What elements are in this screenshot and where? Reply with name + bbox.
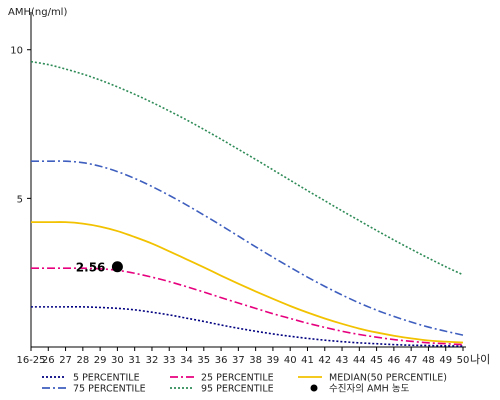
x-tick-label: 38 [249, 355, 262, 366]
series-line-95-percentile [30, 60, 464, 276]
x-tick-label: 35 [197, 355, 210, 366]
legend-label: 5 PERCENTILE [73, 373, 140, 384]
y-tick-label: 5 [17, 194, 23, 205]
x-tick-label: 41 [301, 355, 314, 366]
series-line-75-percentile [30, 160, 464, 336]
x-tick-label: 50 [457, 355, 470, 366]
x-tick-label: 27 [59, 355, 72, 366]
x-tick-label: 46 [388, 355, 401, 366]
x-tick-label: 32 [146, 355, 159, 366]
x-tick-label: 42 [318, 355, 331, 366]
x-tick-label: 29 [94, 355, 107, 366]
x-tick-label: 44 [353, 355, 366, 366]
y-axis-label: AMH(ng/ml) [8, 7, 67, 18]
x-tick-label: 33 [163, 355, 176, 366]
x-tick-label: 49 [439, 355, 452, 366]
legend-label: 95 PERCENTILE [201, 384, 274, 395]
x-tick-label: 26 [42, 355, 55, 366]
x-tick-label: 28 [76, 355, 89, 366]
x-tick-label: 37 [232, 355, 245, 366]
legend: 5 PERCENTILE 25 PERCENTILE MEDIAN(50 PERCE… [42, 373, 447, 395]
series-line-5-percentile [31, 306, 464, 347]
x-tick-label: 30 [111, 355, 124, 366]
x-tick-label: 16-25 [16, 355, 45, 366]
series-line-median-50-percentile [31, 221, 464, 344]
legend-marker-label: 수진자의 AMH 농도 [329, 384, 410, 395]
legend-label: 75 PERCENTILE [73, 384, 146, 395]
x-tick-label: 40 [284, 355, 297, 366]
x-tick-label: 34 [180, 355, 193, 366]
patient-amh-marker [111, 261, 123, 273]
legend-marker-dot [310, 384, 318, 392]
x-tick-label: 47 [405, 355, 418, 366]
y-tick-label: 10 [10, 46, 23, 57]
x-tick-label: 48 [422, 355, 435, 366]
patient-amh-value-label: 2.56 [76, 261, 106, 275]
x-axis-label: 나이 [470, 353, 490, 366]
legend-label: 25 PERCENTILE [201, 373, 274, 384]
x-tick-label: 39 [267, 355, 280, 366]
legend-label: MEDIAN(50 PERCENTILE) [329, 373, 447, 384]
series-line-25-percentile [31, 267, 464, 346]
x-tick-label: 45 [370, 355, 383, 366]
x-tick-label: 31 [128, 355, 141, 366]
x-tick-label: 36 [215, 355, 228, 366]
x-tick-label: 43 [336, 355, 349, 366]
